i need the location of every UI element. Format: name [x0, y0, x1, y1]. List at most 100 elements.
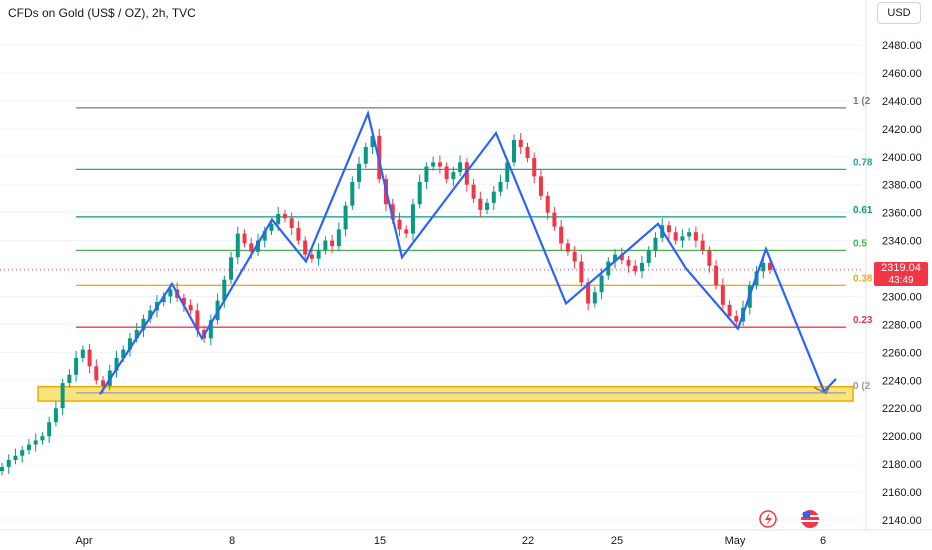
candle-body: [40, 436, 45, 441]
candle-body: [269, 223, 274, 231]
fib-level-label: 0.78: [853, 157, 873, 168]
support-zone-rect[interactable]: [37, 385, 854, 402]
time-tick-label: 25: [611, 535, 623, 547]
flash-icon[interactable]: [759, 510, 777, 528]
time-tick-label: 6: [820, 535, 826, 547]
candle-body: [431, 162, 436, 167]
candle-body: [761, 262, 766, 272]
candle-body: [94, 366, 99, 381]
candle-body: [148, 310, 153, 319]
candle-body: [289, 218, 294, 229]
price-axis[interactable]: 2140.00 2160.00 2180.00 2200.00 2220.00 2240.…: [882, 40, 922, 527]
candle-body: [518, 140, 523, 147]
candle-body: [188, 304, 193, 311]
candle-body: [545, 195, 550, 213]
candle-body: [168, 289, 173, 297]
candle-body: [714, 265, 719, 286]
candle-body: [532, 158, 537, 177]
candle-body: [256, 240, 260, 252]
zigzag-path[interactable]: [99, 109, 837, 395]
candle-body: [303, 240, 308, 255]
candle-body: [323, 240, 328, 251]
candle-body: [33, 440, 38, 445]
current-price-label: 2319.04 43:49: [874, 262, 928, 286]
price-tick-label: 2360.00: [882, 208, 922, 220]
candle-body: [512, 140, 516, 163]
price-tick-label: 2480.00: [882, 40, 922, 52]
time-tick-label: 15: [374, 535, 386, 547]
candle-body: [538, 176, 543, 196]
candle-body: [464, 162, 469, 185]
price-tick-label: 2300.00: [882, 291, 922, 303]
price-tick-label: 2160.00: [882, 487, 922, 499]
candle-body: [525, 146, 530, 159]
fib-level-label: 1 (2: [853, 96, 871, 107]
candle-body: [20, 450, 25, 456]
candle-body: [195, 310, 200, 330]
fibonacci-retracement[interactable]: 1 (2 0.78 0.61 0.5 0.38 0.23 0 (2: [76, 96, 873, 394]
candle-body: [626, 260, 631, 266]
candle-body: [505, 162, 510, 182]
candle-body: [0, 466, 4, 472]
candle-body: [727, 304, 732, 317]
candle-body: [565, 243, 570, 252]
chart-title: CFDs on Gold (US$ / OZ), 2h, TVC: [8, 6, 196, 20]
candle-body: [720, 285, 725, 305]
candle-body: [282, 214, 287, 219]
candle-body: [451, 172, 456, 180]
candle-body: [134, 330, 139, 339]
candle-body: [404, 229, 409, 234]
candle-body: [141, 318, 146, 330]
candle-body: [424, 166, 429, 182]
fib-level-label: 0.23: [853, 315, 873, 326]
zigzag-drawing[interactable]: [99, 109, 837, 395]
candle-body: [768, 262, 772, 270]
candle-body: [309, 254, 314, 259]
price-tick-label: 2260.00: [882, 347, 922, 359]
candle-body: [357, 163, 362, 182]
candle-body: [633, 265, 638, 272]
candle-body: [680, 236, 685, 241]
candle-body: [478, 198, 483, 210]
candle-body: [410, 204, 415, 234]
candle-body: [559, 226, 564, 244]
bar-countdown: 43:49: [888, 275, 914, 286]
candle-body: [235, 233, 240, 258]
candle-body: [572, 251, 577, 262]
candle-body: [491, 191, 496, 203]
candle-body: [673, 232, 678, 241]
price-tick-label: 2280.00: [882, 319, 922, 331]
candle-body: [606, 261, 611, 276]
candle-body: [53, 408, 58, 423]
candle-body: [646, 250, 651, 263]
candle-body: [296, 228, 301, 241]
candle-body: [101, 380, 106, 386]
candle-body: [26, 444, 31, 451]
candle-body: [687, 232, 692, 237]
price-tick-label: 2140.00: [882, 515, 922, 527]
candle-body: [276, 214, 281, 224]
price-tick-label: 2400.00: [882, 152, 922, 164]
candle-body: [640, 262, 644, 272]
candle-body: [552, 212, 557, 227]
candle-body: [6, 459, 11, 467]
support-zone[interactable]: [37, 385, 854, 402]
candle-body: [316, 250, 321, 259]
us-flag-icon[interactable]: [801, 510, 819, 528]
price-tick-label: 2200.00: [882, 431, 922, 443]
candle-body: [262, 230, 267, 241]
candle-body: [370, 135, 375, 147]
currency-button[interactable]: USD: [877, 2, 921, 24]
candle-body: [249, 243, 254, 252]
candle-body: [222, 279, 227, 301]
price-tick-label: 2460.00: [882, 68, 922, 80]
candle-body: [208, 320, 213, 339]
candlestick-series: [0, 128, 862, 476]
time-tick-label: Apr: [75, 535, 92, 547]
candle-body: [693, 232, 698, 241]
candle-body: [114, 357, 119, 371]
candle-body: [700, 240, 705, 251]
time-tick-label: 22: [522, 535, 534, 547]
time-axis[interactable]: Apr 8 15 22 25 May 6: [75, 535, 826, 547]
